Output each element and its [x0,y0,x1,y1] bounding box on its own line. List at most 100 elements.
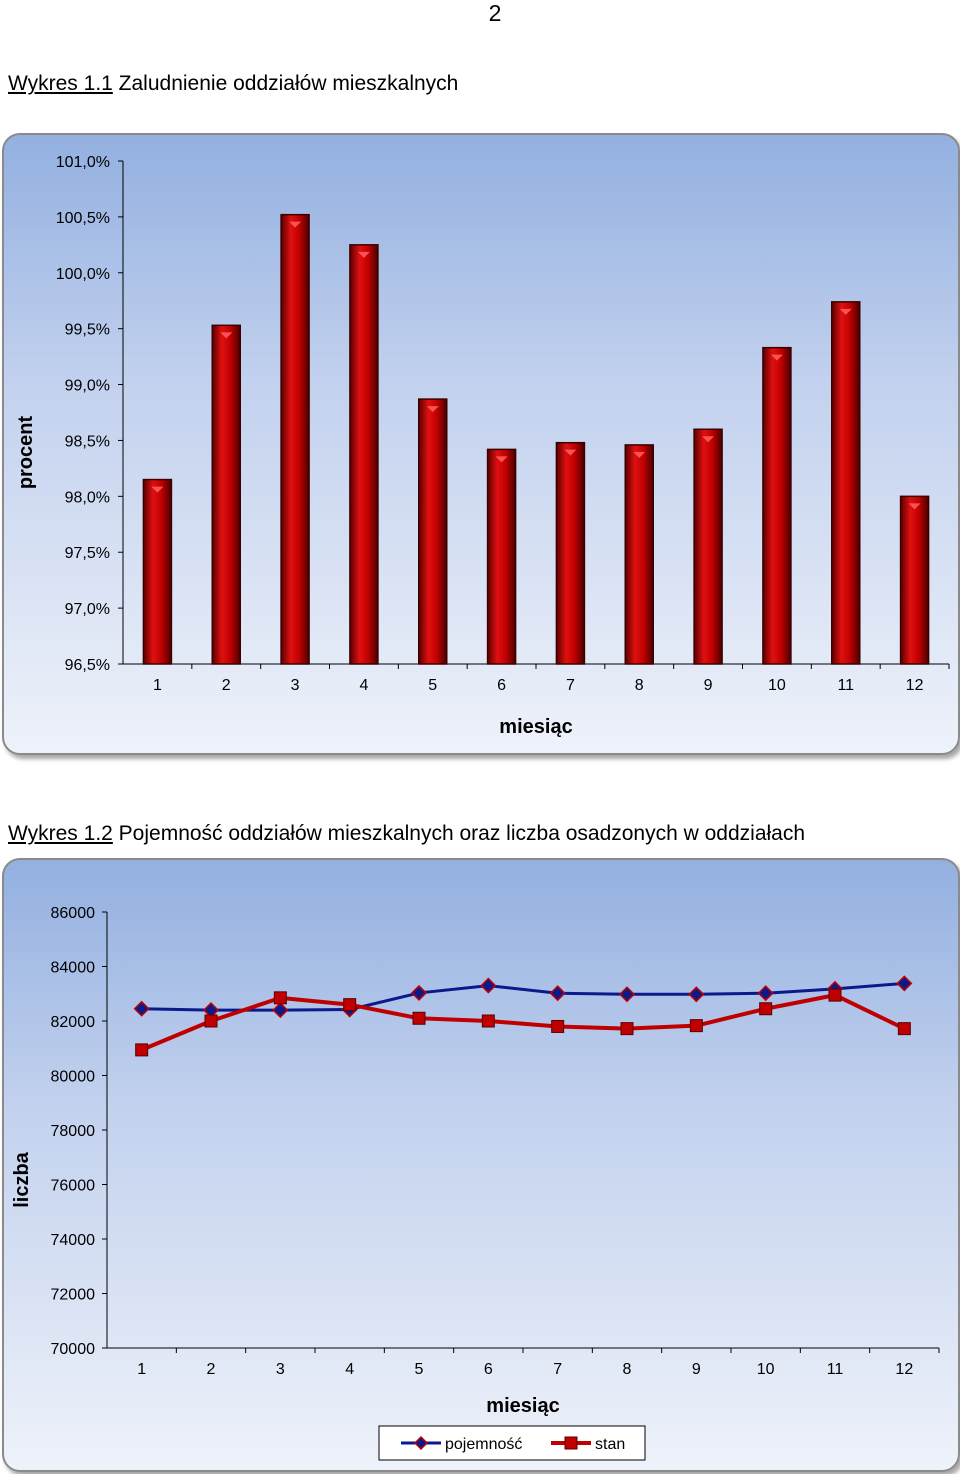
bar-highlight [289,221,302,228]
data-point [481,1014,495,1028]
data-point [135,1043,149,1057]
bar [831,301,861,665]
data-point [688,986,705,1003]
data-point [343,998,357,1012]
x-tick-label: 4 [345,1361,354,1378]
y-axis-title: liczba [11,1151,33,1207]
series-line-stan [140,993,906,1052]
y-tick-label: 86000 [51,905,96,922]
y-tick-label: 97,5% [65,545,110,562]
y-tick-label: 96,5% [65,657,110,674]
data-point [618,986,636,1003]
x-tick-label: 4 [359,677,368,694]
x-tick-label: 2 [207,1361,216,1378]
x-tick-label: 10 [768,677,786,694]
legend-swatch-marker [564,1436,578,1450]
data-point [410,984,428,1001]
data-point [273,991,287,1005]
legend-label: pojemność [445,1436,522,1453]
y-tick-label: 82000 [51,1014,96,1031]
bar [555,441,586,665]
data-point [896,975,913,992]
chart2-caption-text: Pojemność oddziałów mieszkalnych oraz li… [112,822,806,845]
page-number: 2 [488,0,502,26]
bar-highlight [495,456,508,463]
data-point [480,977,497,994]
bar-highlight [633,451,646,458]
y-tick-label: 99,5% [65,322,110,339]
x-tick-label: 11 [827,1361,844,1378]
chart1-panel: 96,5% 97,0% 97,5% 98,0% 98,5% 99,0% 99,5% 100,0… [2,133,960,755]
y-tick-label: 84000 [51,960,96,977]
data-point [689,1019,703,1033]
legend-label: stan [595,1436,625,1453]
x-tick-label: 6 [484,1361,493,1378]
bar-highlight [908,503,921,510]
data-point [551,1019,565,1033]
x-tick-label: 3 [276,1361,285,1378]
y-tick-label: 99,0% [65,378,110,395]
bar [418,398,448,665]
x-tick-label: 7 [553,1361,562,1378]
bar [624,444,654,665]
bar [899,495,930,665]
chart1-caption-label: Wykres 1.1 [8,72,113,95]
y-tick-label: 70000 [51,1341,96,1358]
bar-highlight [564,449,577,456]
data-point [620,1022,634,1036]
x-axis-title: miesiąc [499,716,572,738]
bar-highlight [702,436,715,443]
x-tick-label: 2 [222,677,231,694]
x-tick-label: 1 [153,677,162,694]
x-tick-label: 9 [692,1361,701,1378]
x-tick-label: 1 [137,1361,146,1378]
x-tick-label: 5 [415,1361,424,1378]
legend-swatch-marker [413,1435,429,1451]
y-tick-label: 100,0% [56,266,110,283]
chart1-caption-text: Zaludnienie oddziałów mieszkalnych [112,72,459,95]
y-tick-label: 80000 [51,1069,96,1086]
data-point [828,988,842,1002]
bar-highlight [770,354,783,361]
y-tick-label: 101,0% [56,154,110,171]
x-tick-label: 9 [704,677,713,694]
y-tick-label: 76000 [51,1178,96,1195]
y-tick-label: 100,5% [56,210,110,227]
series-line-pojemność [141,981,905,1012]
chart2-caption-label: Wykres 1.2 [8,822,113,845]
x-tick-label: 5 [428,677,437,694]
data-point [759,1002,773,1016]
data-point [204,1014,218,1028]
bar [762,346,792,665]
x-tick-label: 12 [906,677,924,694]
bar [486,448,517,665]
data-point [412,1011,426,1025]
y-tick-label: 97,0% [65,601,110,618]
line-chart: 70000 72000 74000 76000 78000 80000 82000 84000… [11,905,940,1461]
chart2-caption: Wykres 1.2 Pojemność oddziałów mieszkaln… [8,822,805,846]
bar-highlight [220,332,233,339]
data-point [757,985,774,1002]
bar [211,324,241,665]
bar [280,213,310,665]
x-tick-label: 12 [895,1361,913,1378]
y-tick-label: 98,0% [65,489,110,506]
x-axis-title: miesiąc [486,1395,559,1417]
x-tick-label: 11 [837,677,854,694]
y-axis-title: procent [15,415,37,489]
x-tick-label: 6 [497,677,506,694]
y-tick-label: 78000 [51,1123,96,1140]
bar [693,428,723,665]
data-point [549,985,566,1002]
data-point [133,1000,150,1017]
y-tick-label: 98,5% [65,433,110,450]
data-point [272,1002,289,1019]
bar [349,244,379,665]
x-tick-label: 7 [566,677,575,694]
y-tick-label: 72000 [51,1287,96,1304]
x-tick-label: 10 [757,1361,775,1378]
bar-highlight [839,308,852,315]
chart2-panel: 70000 72000 74000 76000 78000 80000 82000 84000… [2,858,960,1472]
x-tick-label: 8 [623,1361,632,1378]
bar-highlight [357,251,370,258]
